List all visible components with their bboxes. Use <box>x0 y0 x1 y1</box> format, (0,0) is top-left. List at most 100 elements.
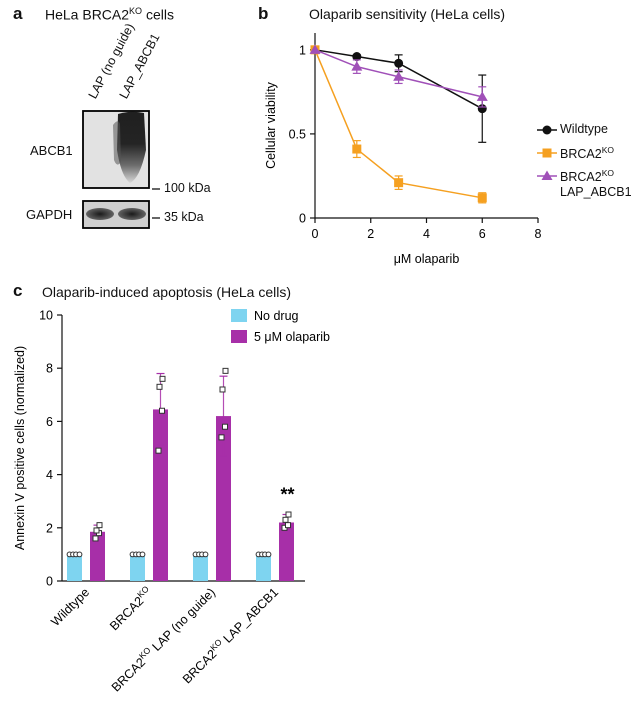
panel-a-title-end: cells <box>142 6 174 23</box>
panel-c-letter: c <box>13 281 23 300</box>
panel-a-title-main: HeLa BRCA2 <box>45 6 130 23</box>
category-label-main: Wildtype <box>48 585 92 629</box>
x-axis-label-b: μM olaparib <box>394 252 460 266</box>
x-tick-label-b: 6 <box>479 227 486 241</box>
legend-swatch-c-1 <box>231 330 247 343</box>
replicate-point <box>222 423 228 430</box>
replicate-point <box>155 447 162 454</box>
bar-1-0 <box>90 531 105 581</box>
bar-0-2 <box>193 554 208 581</box>
replicate-point <box>92 535 99 542</box>
y-tick-label-c: 0 <box>46 575 53 589</box>
blot-label-gapdh: GAPDH <box>26 207 73 222</box>
legend-swatch <box>537 170 557 181</box>
category-label-1: BRCA2KO <box>106 584 156 634</box>
apoptosis-bar-chart: 0 2 4 6 8 10 Annexin V positive cells (normali… <box>13 309 330 695</box>
y-tick-label-c: 8 <box>46 362 53 376</box>
replicate-point <box>202 551 209 558</box>
legend-label-c-0: No drug <box>254 309 299 323</box>
series-line <box>314 49 483 110</box>
legend-label: BRCA2 <box>560 170 602 185</box>
replicate-point <box>159 375 166 382</box>
replicate-point <box>285 522 291 529</box>
replicate-point <box>139 551 146 558</box>
replicate-point <box>159 407 165 414</box>
significance-marker: ** <box>280 485 294 505</box>
marker-100-kda: 100 kDa <box>164 181 211 195</box>
y-tick-label-c: 4 <box>46 468 53 482</box>
legend-label-line2: LAP_ABCB1 <box>560 185 632 200</box>
series-b-2 <box>309 44 488 108</box>
legend-item-b-1: BRCA2KO <box>536 145 632 162</box>
category-label-rest: LAP_ABCB1 <box>218 585 281 648</box>
data-point <box>541 170 553 181</box>
data-point <box>394 58 404 68</box>
y-tick-label-c: 2 <box>46 521 53 535</box>
bar-0-1 <box>130 554 145 581</box>
panel-b-title: Olaparib sensitivity (HeLa cells) <box>309 6 506 22</box>
western-blot-image <box>82 110 160 229</box>
panel-b-letter: b <box>258 4 269 23</box>
series-line <box>314 49 483 98</box>
replicate-point <box>76 551 83 558</box>
panel-a-title-sup: KO <box>129 6 143 16</box>
viability-line-chart: 0 0.5 1 0 2 4 6 8 μM olaparib Cellular viability <box>264 33 542 266</box>
data-point <box>394 178 404 188</box>
replicate-point <box>93 527 100 534</box>
x-tick-label-b: 0 <box>312 227 319 241</box>
bar-1-3 <box>279 522 294 581</box>
category-label-0: Wildtype <box>48 585 92 629</box>
y-tick-label-b: 1 <box>299 43 306 57</box>
data-point <box>542 148 552 158</box>
replicate-point <box>282 516 289 523</box>
data-point <box>477 193 487 203</box>
legend-item-b-2: BRCA2KO LAP_ABCB1 <box>536 168 632 200</box>
y-axis-label-b: Cellular viability <box>264 81 278 169</box>
marker-35-kda: 35 kDa <box>164 210 204 224</box>
data-point <box>352 52 362 62</box>
data-point <box>393 71 405 81</box>
panel-c-title: Olaparib-induced apoptosis (HeLa cells) <box>42 284 292 300</box>
y-tick-label-b: 0 <box>299 212 306 226</box>
replicate-point <box>285 511 292 518</box>
legend-label: BRCA2 <box>560 147 602 162</box>
data-point <box>352 144 362 154</box>
bar-1-2 <box>216 416 231 581</box>
category-label-main: BRCA2 <box>107 594 146 633</box>
replicate-point <box>96 522 103 529</box>
replicate-point <box>218 434 225 441</box>
panel-a-title: HeLa BRCA2KO cells <box>45 6 174 23</box>
data-point <box>309 44 321 54</box>
data-point <box>476 91 488 101</box>
replicate-point <box>265 551 272 558</box>
legend-b: Wildtype BRCA2KO BRCA2KO LAP_ABCB1 <box>536 122 632 206</box>
bar-0-0 <box>67 554 82 581</box>
category-label-2: BRCA2KO LAP (no guide) <box>107 584 218 695</box>
series-b-0 <box>310 45 487 143</box>
x-tick-label-b: 2 <box>367 227 374 241</box>
replicate-point <box>156 383 163 390</box>
bar-0-3 <box>256 554 271 581</box>
y-tick-label-c: 6 <box>46 415 53 429</box>
x-tick-label-b: 4 <box>423 227 430 241</box>
replicate-point <box>219 386 226 393</box>
legend-label: Wildtype <box>560 122 608 136</box>
legend-swatch <box>537 125 557 135</box>
legend-label-sup: KO <box>601 168 614 179</box>
y-axis-label-c: Annexin V positive cells (normalized) <box>13 346 27 550</box>
data-point <box>351 61 363 71</box>
legend-label-c-1: 5 μM olaparib <box>254 330 330 344</box>
blot-label-abcb1: ABCB1 <box>30 143 73 158</box>
y-tick-label-c: 10 <box>39 309 53 323</box>
x-tick-label-b: 8 <box>535 227 542 241</box>
data-point <box>542 125 552 135</box>
category-label-main: BRCA2 <box>109 655 148 694</box>
legend-label-sup: KO <box>601 145 614 155</box>
y-tick-label-b: 0.5 <box>289 127 306 141</box>
legend-item-b-0: Wildtype <box>536 122 632 137</box>
series-line <box>314 49 483 199</box>
legend-swatch <box>537 148 557 158</box>
category-label-main: BRCA2 <box>180 647 219 686</box>
panel-a-letter: a <box>13 4 23 23</box>
legend-swatch-c-0 <box>231 309 247 322</box>
